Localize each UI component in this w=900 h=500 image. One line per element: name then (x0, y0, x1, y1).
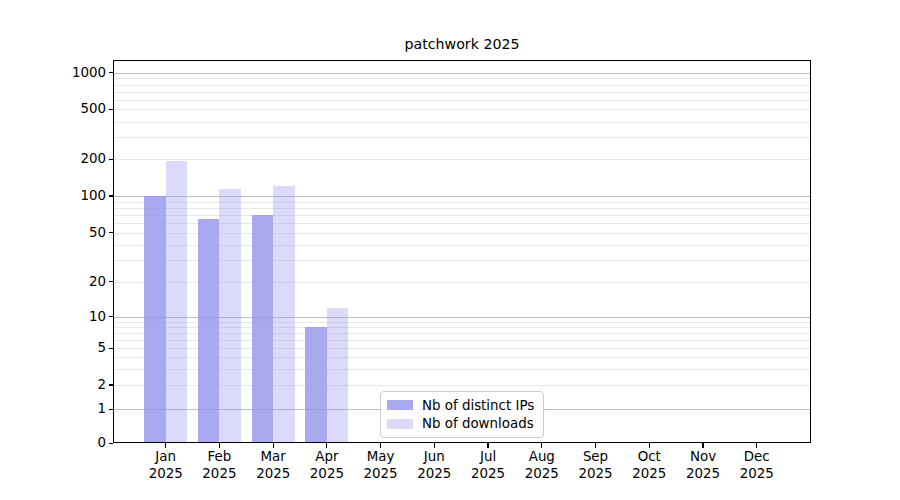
y-axis-tick (109, 384, 113, 385)
chart-figure: patchwork 2025 Nb of distinct IPs Nb of … (0, 0, 900, 500)
legend-swatch-distinct-ips-icon (387, 400, 413, 410)
bar-nb-of-downloads-mar-2025 (273, 186, 295, 443)
plot-area: Nb of distinct IPs Nb of downloads (113, 60, 810, 443)
legend-label-distinct-ips: Nb of distinct IPs (422, 398, 534, 413)
y-axis-tick (109, 348, 113, 349)
x-axis-tick (326, 443, 327, 447)
gridline-minor (113, 122, 810, 123)
y-tick-label: 2 (0, 376, 106, 394)
y-axis-tick (109, 232, 113, 233)
y-tick-label: 200 (0, 150, 106, 168)
y-tick-label: 10 (0, 308, 106, 326)
gridline-minor (113, 109, 810, 110)
x-axis-tick (434, 443, 435, 447)
gridline-minor (113, 85, 810, 86)
bar-nb-of-downloads-apr-2025 (327, 308, 349, 444)
y-tick-label: 0 (0, 434, 106, 452)
x-axis-tick (541, 443, 542, 447)
chart-title: patchwork 2025 (113, 36, 811, 52)
x-axis-tick (273, 443, 274, 447)
y-tick-label: 20 (0, 273, 106, 291)
legend-label-downloads: Nb of downloads (422, 416, 534, 431)
legend: Nb of distinct IPs Nb of downloads (380, 391, 544, 439)
y-axis-tick (109, 281, 113, 282)
bar-nb-of-downloads-feb-2025 (219, 189, 241, 444)
y-axis-tick (109, 409, 113, 410)
gridline-minor (113, 78, 810, 79)
x-axis-tick (595, 443, 596, 447)
y-tick-label: 1000 (0, 64, 106, 82)
legend-item-downloads: Nb of downloads (387, 416, 536, 431)
x-tick-label-month: Dec (725, 449, 789, 466)
gridline-minor (113, 202, 810, 203)
x-axis-tick (649, 443, 650, 447)
y-tick-label: 100 (0, 187, 106, 205)
legend-swatch-downloads-icon (387, 419, 413, 429)
gridline-minor (113, 100, 810, 101)
bar-nb-of-distinct-ips-apr-2025 (305, 327, 327, 443)
x-axis-tick (702, 443, 703, 447)
bar-nb-of-distinct-ips-jan-2025 (144, 196, 166, 443)
gridline-minor (113, 92, 810, 93)
gridline-minor (113, 208, 810, 209)
y-tick-label: 5 (0, 339, 106, 357)
y-tick-label: 50 (0, 224, 106, 242)
bar-nb-of-distinct-ips-mar-2025 (252, 215, 274, 443)
x-axis-tick (219, 443, 220, 447)
gridline-major (113, 196, 810, 197)
x-axis-tick (756, 443, 757, 447)
legend-item-distinct-ips: Nb of distinct IPs (387, 398, 536, 413)
gridline-major (113, 73, 810, 74)
y-axis-tick (109, 195, 113, 196)
bar-nb-of-downloads-jan-2025 (166, 161, 188, 444)
y-axis-tick (109, 316, 113, 317)
x-axis-tick (487, 443, 488, 447)
y-tick-label: 1 (0, 400, 106, 418)
y-axis-tick (109, 109, 113, 110)
gridline-minor (113, 137, 810, 138)
gridline-minor (113, 215, 810, 216)
x-axis-tick (380, 443, 381, 447)
x-tick-label-year: 2025 (725, 466, 789, 483)
bar-nb-of-distinct-ips-feb-2025 (198, 219, 220, 444)
x-axis-tick (165, 443, 166, 447)
y-axis-tick (109, 443, 113, 444)
y-axis-tick (109, 72, 113, 73)
y-tick-label: 500 (0, 100, 106, 118)
x-tick-label: Dec2025 (725, 449, 789, 482)
y-axis-tick (109, 159, 113, 160)
gridline-minor (113, 159, 810, 160)
